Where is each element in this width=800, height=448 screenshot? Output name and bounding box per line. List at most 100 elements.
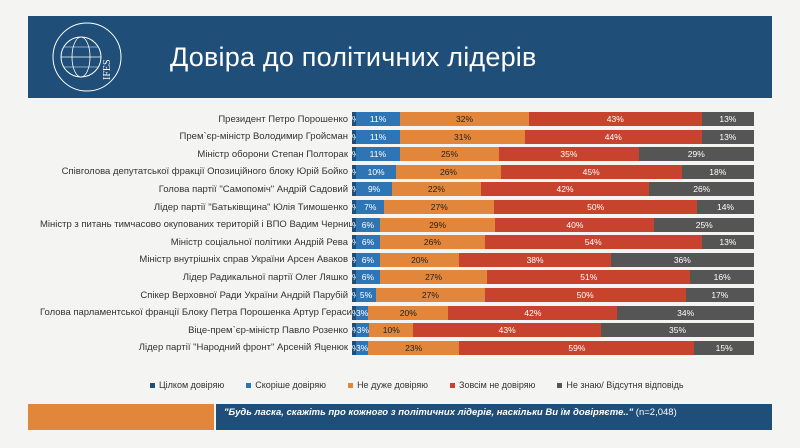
bar-segment: %	[352, 305, 360, 320]
bar-segment: 50%	[484, 288, 686, 302]
legend-label: Зовсім не довіряю	[459, 380, 536, 390]
bar-segment: 16%	[690, 270, 754, 285]
bar-segment: 17%	[685, 288, 754, 302]
legend-swatch	[150, 382, 155, 388]
bar-segment: 11%	[356, 112, 401, 126]
bar-segment: 27%	[384, 200, 495, 214]
bar-segment: %	[352, 270, 360, 285]
legend-label: Цілком довіряю	[159, 380, 225, 390]
legend-label: Не дуже довіряю	[357, 380, 429, 390]
bar-segment: 6%	[355, 252, 380, 267]
bar-row: %6%29%40%25%	[352, 217, 754, 232]
bar-row: %7%27%50%14%	[352, 200, 754, 214]
legend-swatch	[557, 382, 563, 388]
bar-segment: 26%	[649, 182, 754, 197]
bar-segment: 13%	[701, 129, 754, 144]
chart-legend: Цілком довіряю Скоріше довіряю Не дуже дов…	[150, 378, 770, 392]
bar-segment: 10%	[356, 164, 397, 179]
bar-segment: 44%	[524, 129, 702, 144]
bar-segment: 26%	[380, 235, 485, 250]
category-label: Голова парламентської франції Блоку Петр…	[40, 307, 369, 319]
bar-segment: 14%	[697, 200, 754, 214]
bar-segment: 54%	[484, 235, 702, 250]
bar-segment: 27%	[379, 270, 488, 285]
category-label: Лідер партії "Батьківщина" Юлія Тимошенк…	[153, 201, 348, 213]
bar-segment: 27%	[376, 288, 485, 302]
bar-segment: 6%	[355, 270, 380, 285]
category-label: Спікер Верховної Ради України Андрій Пар…	[140, 289, 348, 301]
bar-segment: 40%	[495, 217, 655, 232]
legend-swatch	[348, 382, 354, 388]
bar-segment: 31%	[400, 129, 525, 144]
bar-segment: 22%	[392, 182, 481, 197]
bar-segment: 15%	[694, 340, 754, 355]
bar-segment: 35%	[601, 323, 754, 338]
bar-row: %11%32%43%13%	[352, 112, 754, 126]
bar-segment: 7%	[356, 200, 385, 214]
bar-segment: 10%	[369, 323, 414, 338]
legend-swatch	[246, 382, 252, 388]
bar-row: %3%20%42%34%	[352, 305, 754, 320]
bar-segment: 35%	[499, 147, 639, 162]
bar-segment: 42%	[448, 305, 618, 320]
survey-question: "Будь ласка, скажіть про кожного з політ…	[224, 407, 634, 418]
category-label: Віце-прем`єр-міністр Павло Розенко	[188, 324, 348, 336]
bar-row: %6%26%54%13%	[352, 235, 754, 250]
category-label: Міністр соціальної політики Андрій Рева	[170, 236, 348, 248]
legend-item: Скоріше довіряю	[246, 378, 326, 392]
category-label: Співголова депутатської фракції Опозицій…	[61, 166, 348, 178]
bar-segment: 9%	[356, 182, 393, 197]
sample-size: (n=2,048)	[635, 407, 677, 418]
category-label: Лідер Радикальної партії Олег Ляшко	[182, 271, 348, 283]
bar-segment: %	[352, 340, 360, 355]
bar-segment: 34%	[617, 305, 754, 320]
bar-segment: 3%	[355, 340, 369, 355]
legend-item: Не знаю/ Відсутня відповідь	[557, 378, 684, 392]
bar-segment: 43%	[528, 112, 702, 126]
page-title: Довіра до політичних лідерів	[170, 42, 537, 72]
bar-segment: 20%	[379, 252, 460, 267]
bar-segment: %	[352, 217, 360, 232]
bar-segment: %	[352, 112, 360, 126]
bar-segment: 25%	[654, 217, 754, 232]
legend-swatch	[450, 382, 456, 388]
bar-segment: 29%	[638, 147, 754, 162]
bar-segment: 6%	[355, 217, 380, 232]
bar-segment: 59%	[459, 340, 695, 355]
bar-row: %11%31%44%13%	[352, 129, 754, 144]
bar-segment: 3%	[356, 305, 369, 320]
bar-segment: 13%	[701, 235, 754, 250]
bar-segment: 25%	[399, 147, 500, 162]
category-label: Голова партії "Самопоміч" Андрій Садовий	[158, 183, 348, 195]
legend-label: Не знаю/ Відсутня відповідь	[566, 380, 684, 390]
bar-segment: 23%	[367, 340, 460, 355]
bar-segment: 18%	[681, 164, 754, 179]
bar-segment: %	[352, 288, 360, 302]
bar-segment: 51%	[487, 270, 691, 285]
bar-segment: %	[352, 129, 360, 144]
bar-segment: 38%	[459, 252, 611, 267]
bar-segment: 43%	[413, 323, 602, 338]
legend-item: Зовсім не довіряю	[450, 378, 535, 392]
bar-segment: 26%	[396, 164, 501, 179]
category-label: Міністр оборони Степан Полторак	[197, 148, 348, 160]
bar-row: %6%27%51%16%	[352, 270, 754, 285]
bar-segment: 11%	[355, 147, 400, 162]
bar-segment: 45%	[500, 164, 682, 179]
bar-segment: 20%	[368, 305, 449, 320]
category-label: Прем`єр-міністр Володимир Гройсман	[179, 131, 348, 143]
bar-segment: 42%	[480, 182, 650, 197]
bar-row: %3%23%59%15%	[352, 340, 754, 355]
logo-text: IFES	[102, 59, 113, 80]
ifes-logo-icon: IFES	[52, 22, 122, 92]
category-label: Лідер партії "Народний фронт" Арсеній Яц…	[138, 342, 348, 354]
stacked-bar-chart: Президент Петро Порошенко%11%32%43%13%Пр…	[0, 106, 800, 374]
bar-segment: 3%	[356, 323, 370, 338]
bar-segment: 5%	[356, 288, 377, 302]
footer-question-bar: "Будь ласка, скажіть про кожного з політ…	[216, 404, 772, 430]
category-label: Міністр внутрішніх справ України Арсен А…	[139, 254, 348, 266]
bar-segment: 50%	[494, 200, 698, 214]
bar-segment: %	[352, 235, 360, 250]
legend-label: Скоріше довіряю	[255, 380, 327, 390]
bar-row: %9%22%42%26%	[352, 182, 754, 197]
